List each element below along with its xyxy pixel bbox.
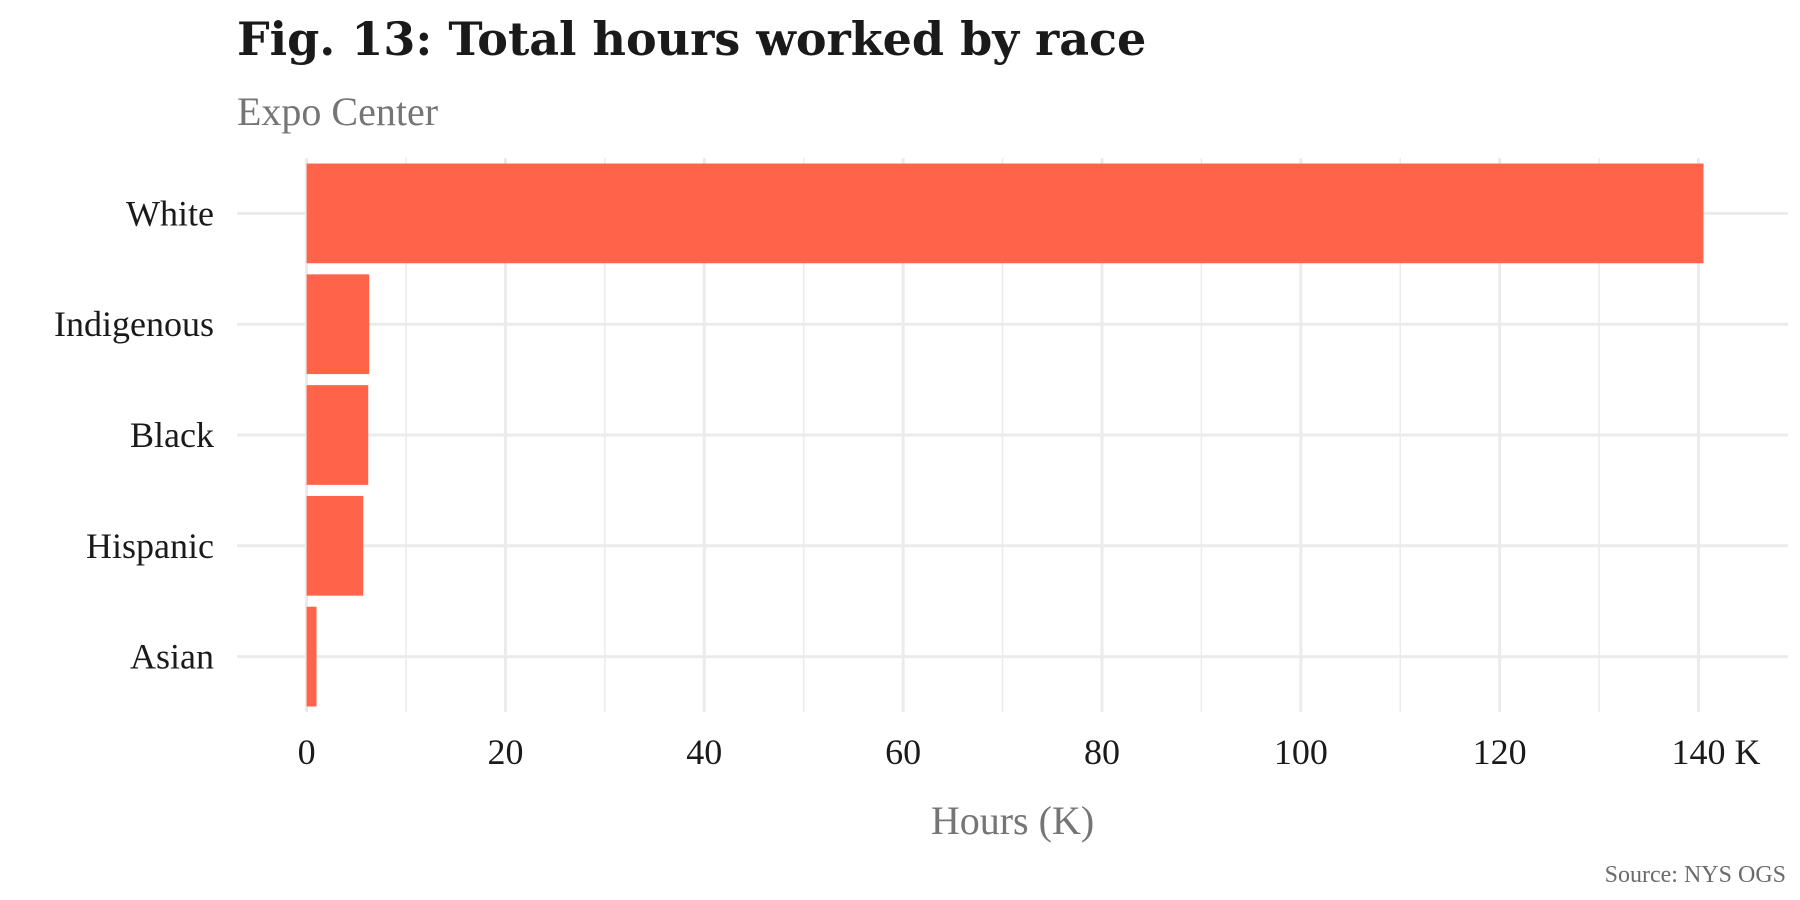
bar-black xyxy=(306,385,369,485)
category-label: Indigenous xyxy=(54,304,214,344)
x-tick-label: 80 xyxy=(1084,732,1120,772)
bar-white xyxy=(306,163,1704,264)
source-caption: Source: NYS OGS xyxy=(1604,862,1786,888)
bars xyxy=(306,163,1704,707)
bar-asian xyxy=(306,606,317,707)
category-label: Asian xyxy=(130,637,214,677)
category-labels: White Indigenous Black Hispanic Asian xyxy=(54,193,214,676)
x-tick-label: 0 xyxy=(298,732,316,772)
x-tick-label: 120 xyxy=(1473,732,1527,772)
x-axis-title: Hours (K) xyxy=(931,798,1094,843)
category-label: Hispanic xyxy=(86,526,214,566)
x-tick-label: 20 xyxy=(487,732,523,772)
x-tick-label: 100 xyxy=(1274,732,1328,772)
x-tick-labels: 0 20 40 60 80 100 120 140 K xyxy=(298,732,1761,772)
category-label: White xyxy=(126,193,214,233)
chart-subtitle: Expo Center xyxy=(237,89,439,134)
x-tick-label: 140 K xyxy=(1672,732,1761,772)
category-label: Black xyxy=(130,415,214,455)
x-tick-label: 60 xyxy=(885,732,921,772)
chart-title: Fig. 13: Total hours worked by race xyxy=(237,12,1147,66)
x-tick-label: 40 xyxy=(686,732,722,772)
bar-hispanic xyxy=(306,495,364,596)
bar-indigenous xyxy=(306,274,370,375)
